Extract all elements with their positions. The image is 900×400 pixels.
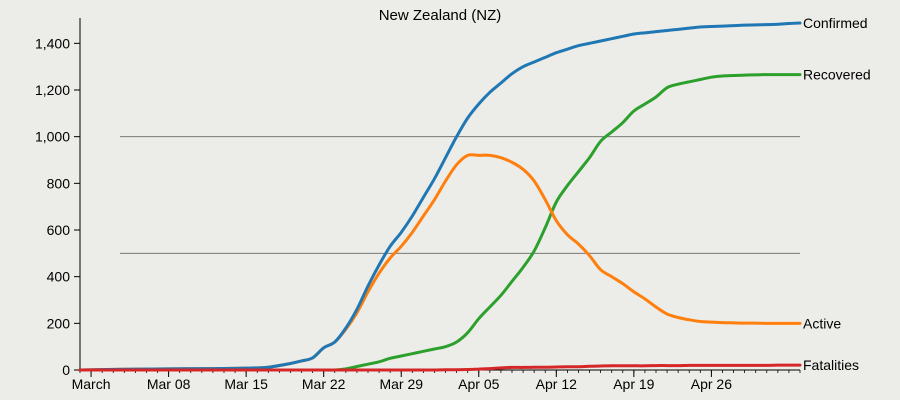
x-tick-label: Mar 08 bbox=[147, 376, 191, 392]
y-tick-label: 1,400 bbox=[35, 35, 70, 51]
y-tick-label: 1,200 bbox=[35, 82, 70, 98]
x-tick-label: March bbox=[72, 376, 111, 392]
x-tick-label: Apr 05 bbox=[458, 376, 499, 392]
x-tick-label: Apr 26 bbox=[691, 376, 732, 392]
y-tick-label: 200 bbox=[47, 315, 71, 331]
y-tick-label: 600 bbox=[47, 222, 71, 238]
x-tick-label: Apr 19 bbox=[613, 376, 654, 392]
series-label-recovered: Recovered bbox=[803, 67, 871, 83]
y-tick-label: 0 bbox=[62, 362, 70, 378]
series-lines bbox=[78, 21, 802, 372]
series-label-active: Active bbox=[803, 315, 841, 331]
series-line-active bbox=[78, 153, 802, 372]
y-tick-label: 800 bbox=[47, 175, 71, 191]
y-tick-label: 1,000 bbox=[35, 129, 70, 145]
x-tick-label: Mar 29 bbox=[379, 376, 423, 392]
axes: 0 200 400 600 800 1,000 1,200 1,400 March Mar 08 M… bbox=[35, 18, 801, 392]
series-line-fatalities bbox=[78, 363, 802, 372]
chart-title: New Zealand (NZ) bbox=[379, 7, 502, 24]
x-tick-label: Mar 22 bbox=[302, 376, 346, 392]
x-tick-label: Mar 15 bbox=[224, 376, 268, 392]
reference-lines bbox=[120, 136, 800, 254]
series-label-fatalities: Fatalities bbox=[803, 357, 859, 373]
series-label-confirmed: Confirmed bbox=[803, 15, 868, 31]
series-labels: Confirmed Recovered Active Fatalities bbox=[803, 15, 871, 373]
x-tick-label: Apr 12 bbox=[536, 376, 577, 392]
series-line-confirmed bbox=[78, 21, 802, 372]
series-line-recovered bbox=[78, 73, 802, 372]
y-tick-label: 400 bbox=[47, 269, 71, 285]
